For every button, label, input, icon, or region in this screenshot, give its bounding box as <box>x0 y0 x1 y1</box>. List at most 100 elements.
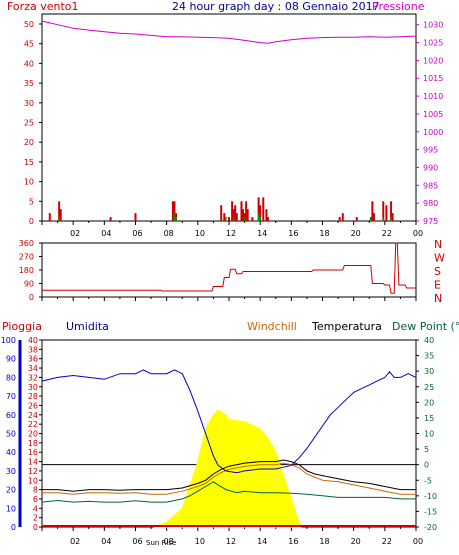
pressure-y-tick-label: 1010 <box>423 92 443 101</box>
pressure-y-tick-label: 975 <box>423 217 438 226</box>
humidity-y-tick-label: 50 <box>6 430 16 439</box>
direction-compass-label: N <box>434 292 442 305</box>
humidity-y-tick-label: 10 <box>6 504 16 513</box>
pressure-y-tick-label: 1030 <box>423 21 443 30</box>
rain-y-tick-label: 30 <box>28 383 38 392</box>
direction-y-tick-label: 0 <box>29 293 34 302</box>
rain-y-tick-label: 32 <box>28 373 38 382</box>
wind-axis-title: Forza vento1 <box>7 0 79 13</box>
wind-y-tick-label: 10 <box>24 178 34 187</box>
humidity-axis-title: Umidita <box>66 320 109 333</box>
wind-x-tick-label: 14 <box>257 229 267 238</box>
humidity-x-tick-label: 22 <box>382 537 392 546</box>
rain-y-tick-label: 18 <box>28 439 38 448</box>
wind-x-tick-label: 08 <box>164 229 174 238</box>
pressure-y-tick-label: 1020 <box>423 56 443 65</box>
pressure-y-tick-label: 990 <box>423 163 438 172</box>
pressure-axis-title: Pressione <box>372 0 425 13</box>
sunrise-label: Sun Rise <box>146 539 177 547</box>
dewpoint-line <box>41 481 416 503</box>
humidity-x-tick-label: 20 <box>351 537 361 546</box>
temp-y-tick-label: -20 <box>424 523 437 532</box>
wind-y-tick-label: 30 <box>24 99 34 108</box>
wind-y-tick-label: 40 <box>24 59 34 68</box>
rain-y-tick-label: 2 <box>33 514 38 523</box>
wind-y-tick-label: 35 <box>24 79 34 88</box>
temp-y-tick-label: -15 <box>424 507 437 516</box>
pressure-line <box>41 20 417 44</box>
windchill-legend: Windchill <box>247 320 297 333</box>
rain-y-tick-label: 36 <box>28 355 38 364</box>
temperature-line <box>42 459 416 492</box>
direction-compass-label: E <box>434 279 441 292</box>
humidity-x-tick-label: 06 <box>132 537 142 546</box>
rain-y-tick-label: 26 <box>28 401 38 410</box>
wind-pressure-frame <box>41 13 417 222</box>
windchill-line <box>42 462 416 495</box>
temp-y-tick-label: 20 <box>424 398 434 407</box>
wind-x-tick-label: 04 <box>101 229 111 238</box>
temperature-legend: Temperatura <box>312 320 382 333</box>
humidity-y-tick-label: 30 <box>6 467 16 476</box>
rain-y-tick-label: 10 <box>28 476 38 485</box>
wind-y-tick-label: 25 <box>24 119 34 128</box>
wind-x-tick-label: 06 <box>132 229 142 238</box>
temp-y-tick-label: 40 <box>424 336 434 345</box>
humidity-y-tick-label: 100 <box>1 336 16 345</box>
direction-y-tick-label: 270 <box>19 253 34 262</box>
rain-y-tick-label: 20 <box>28 430 38 439</box>
wind-y-tick-label: 20 <box>24 138 34 147</box>
humidity-y-tick-label: 60 <box>6 411 16 420</box>
wind-y-tick-label: 45 <box>24 40 34 49</box>
rain-y-tick-label: 40 <box>28 336 38 345</box>
rain-y-tick-label: 34 <box>28 364 38 373</box>
temp-y-tick-label: 15 <box>424 414 434 423</box>
wind-x-tick-label: 00 <box>413 229 423 238</box>
pressure-y-tick-label: 1005 <box>423 110 443 119</box>
humidity-x-tick-label: 14 <box>257 537 267 546</box>
rain-y-tick-label: 14 <box>28 458 38 467</box>
humidity-x-tick-label: 02 <box>70 537 80 546</box>
wind-y-tick-label: 0 <box>29 217 34 226</box>
humidity-line <box>41 369 417 474</box>
rain-y-tick-label: 0 <box>33 523 38 532</box>
direction-y-tick-label: 90 <box>24 280 34 289</box>
rain-band <box>42 525 416 527</box>
wind-y-tick-label: 50 <box>24 20 34 29</box>
temp-y-tick-label: -5 <box>424 476 432 485</box>
direction-compass-label: N <box>434 238 442 251</box>
pressure-y-tick-label: 985 <box>423 181 438 190</box>
humidity-x-tick-label: 04 <box>101 537 111 546</box>
rain-y-tick-label: 16 <box>28 448 38 457</box>
temp-y-tick-label: 5 <box>424 445 429 454</box>
humidity-x-tick-label: 08 <box>164 537 174 546</box>
humidity-x-tick-label: 18 <box>319 537 329 546</box>
wind-x-tick-label: 02 <box>70 229 80 238</box>
pressure-y-tick-label: 1000 <box>423 128 443 137</box>
humidity-y-tick-label: 20 <box>6 486 16 495</box>
wind-x-tick-label: 10 <box>195 229 205 238</box>
sun-area <box>154 409 302 528</box>
wind-x-tick-label: 22 <box>382 229 392 238</box>
direction-frame <box>41 242 417 298</box>
chart-title: 24 hour graph day : 08 Gennaio 2017 <box>172 0 380 13</box>
humidity-y-tick-label: 40 <box>6 448 16 457</box>
humidity-x-tick-label: 10 <box>195 537 205 546</box>
pressure-y-tick-label: 995 <box>423 146 438 155</box>
rain-y-tick-label: 22 <box>28 420 38 429</box>
humidity-y-tick-label: 80 <box>6 373 16 382</box>
humidity-x-tick-label: 12 <box>226 537 236 546</box>
direction-y-tick-label: 180 <box>19 266 34 275</box>
humidity-x-tick-label: 00 <box>413 537 423 546</box>
rain-y-tick-label: 38 <box>28 345 38 354</box>
direction-y-tick-label: 360 <box>19 239 34 248</box>
wind-x-tick-label: 18 <box>319 229 329 238</box>
direction-compass-label: S <box>434 265 441 278</box>
rain-y-tick-label: 6 <box>33 495 38 504</box>
humidity-y-tick-label: 70 <box>6 392 16 401</box>
pressure-y-tick-label: 1025 <box>423 39 443 48</box>
direction-line <box>42 242 416 294</box>
temp-y-tick-label: 35 <box>424 352 434 361</box>
rain-y-tick-label: 28 <box>28 392 38 401</box>
